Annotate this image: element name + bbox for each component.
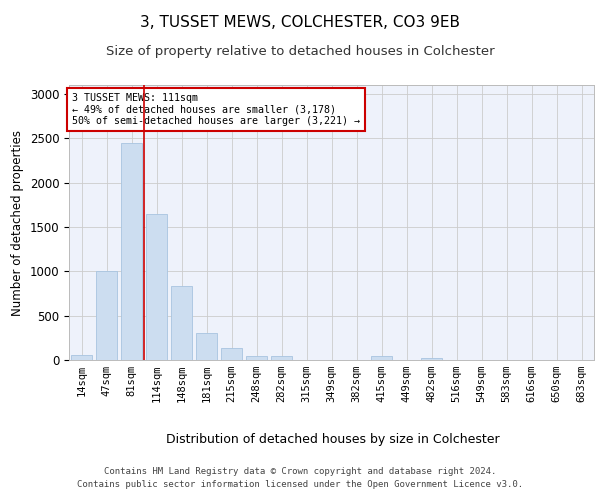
Bar: [221, 348, 242, 360]
Bar: [121, 142, 142, 360]
Text: 3 TUSSET MEWS: 111sqm
← 49% of detached houses are smaller (3,178)
50% of semi-d: 3 TUSSET MEWS: 111sqm ← 49% of detached …: [71, 93, 359, 126]
Text: Contains public sector information licensed under the Open Government Licence v3: Contains public sector information licen…: [77, 480, 523, 489]
Bar: [196, 334, 217, 360]
Bar: [96, 272, 117, 360]
Text: Distribution of detached houses by size in Colchester: Distribution of detached houses by size …: [166, 432, 500, 446]
Bar: [371, 356, 392, 360]
Text: Contains HM Land Registry data © Crown copyright and database right 2024.: Contains HM Land Registry data © Crown c…: [104, 468, 496, 476]
Y-axis label: Number of detached properties: Number of detached properties: [11, 130, 24, 316]
Text: Size of property relative to detached houses in Colchester: Size of property relative to detached ho…: [106, 45, 494, 58]
Bar: [71, 354, 92, 360]
Bar: [246, 356, 267, 360]
Bar: [146, 214, 167, 360]
Bar: [271, 356, 292, 360]
Bar: [171, 286, 192, 360]
Bar: [421, 358, 442, 360]
Text: 3, TUSSET MEWS, COLCHESTER, CO3 9EB: 3, TUSSET MEWS, COLCHESTER, CO3 9EB: [140, 15, 460, 30]
